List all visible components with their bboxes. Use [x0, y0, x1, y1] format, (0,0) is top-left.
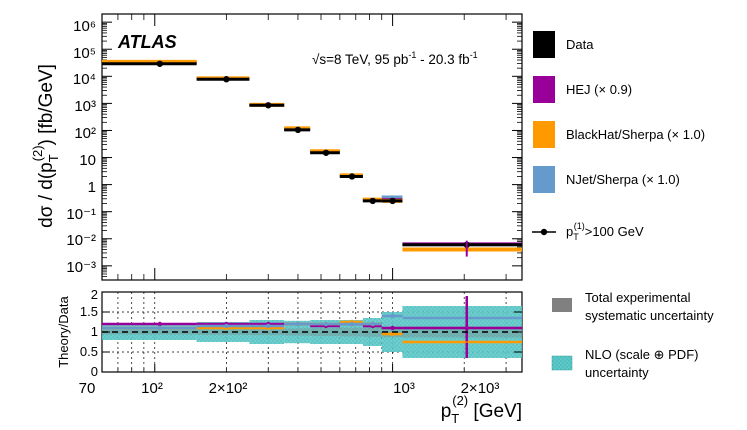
ratio-point-hej — [390, 325, 395, 331]
top-panel-marks — [102, 59, 522, 257]
data-point — [369, 197, 376, 205]
ratio-point-njet-sherpa — [323, 321, 329, 327]
data-point — [294, 126, 302, 134]
data-point — [322, 149, 330, 156]
atlas-label: ATLAS — [117, 32, 177, 52]
ratio-y-axis-title: Theory/Data — [56, 295, 71, 367]
x-tick-labels: 70 10² 2×10² 10³ 2×10³ — [79, 380, 500, 397]
x-tick-label: 70 — [79, 380, 96, 397]
y-tick-label: 10 — [79, 152, 96, 169]
legend: Data HEJ (× 0.9) BlackHat/Sherpa (× 1.0)… — [532, 31, 714, 380]
legend-swatch-systematic — [552, 298, 572, 312]
legend-swatch-nlo — [551, 355, 573, 371]
ratio-panel-marks — [102, 296, 522, 358]
legend-swatch-data — [533, 31, 555, 58]
ratio-point-njet-sherpa — [157, 325, 163, 331]
data-point — [348, 173, 356, 180]
ratio-point-njet-sherpa — [224, 323, 229, 329]
ratio-point-njet-sherpa — [390, 313, 395, 319]
top-y-axis-title: dσ / d(pT(2)) [fb/GeV] — [30, 64, 61, 228]
legend-swatch-njet — [533, 166, 555, 193]
ratio-point-hej — [157, 321, 163, 327]
ratio-y-tick-label: 1.5 — [80, 304, 98, 319]
y-tick-label: 10⁻² — [66, 232, 96, 249]
top-panel-frame — [101, 13, 523, 281]
ratio-y-tick-label: 0.5 — [80, 344, 98, 359]
top-y-tick-labels: 10⁻³ 10⁻² 10⁻¹ 1 10 10² 10³ 10⁴ 10⁵ 10⁶ — [66, 18, 96, 276]
legend-label-data: Data — [566, 37, 594, 52]
y-tick-label: 10⁵ — [73, 45, 96, 62]
ratio-point-blackhat-sherpa — [390, 331, 395, 337]
legend-label-nlo-2: uncertainty — [585, 365, 649, 380]
legend-label-systematic-1: Total experimental — [585, 290, 691, 305]
ratio-point-njet-sherpa — [349, 321, 355, 327]
y-tick-label: 10⁴ — [73, 71, 96, 88]
y-tick-label: 10⁻³ — [66, 259, 96, 276]
legend-swatch-hej — [533, 76, 555, 103]
ratio-y-tick-label: 1 — [91, 324, 98, 339]
ratio-point-njet-sherpa — [266, 323, 271, 329]
nlo-uncertainty-band — [339, 320, 363, 344]
energy-annotation: √s=8 TeV, 95 pb-1 - 20.3 fb-1 — [312, 50, 478, 67]
legend-label-nlo-1: NLO (scale ⊕ PDF) — [585, 347, 698, 362]
ratio-y-tick-label: 0 — [91, 364, 98, 379]
x-axis-title: pT(2) [GeV] — [441, 393, 522, 426]
data-point — [223, 76, 230, 83]
x-tick-label: 10³ — [393, 380, 415, 397]
x-tick-label: 10² — [141, 380, 163, 397]
y-tick-label: 10³ — [74, 98, 96, 115]
legend-label-hej: HEJ (× 0.9) — [566, 82, 632, 97]
x-tick-label: 2×10³ — [461, 380, 500, 397]
ratio-axis-ticks — [101, 291, 522, 373]
ratio-y-tick-labels: 0 0.5 1 1.5 2 — [80, 287, 98, 379]
data-point — [265, 102, 272, 109]
y-tick-label: 1 — [88, 179, 96, 196]
ratio-point-njet-sherpa — [370, 321, 375, 327]
x-tick-label: 2×10² — [209, 380, 248, 397]
y-tick-label: 10⁶ — [73, 18, 96, 35]
ratio-point-njet-sherpa — [295, 321, 301, 327]
ratio-y-tick-label: 2 — [91, 287, 98, 302]
legend-marker-dot — [540, 228, 548, 236]
y-tick-label: 10² — [74, 125, 96, 142]
data-point — [389, 197, 396, 205]
legend-label-blackhat: BlackHat/Sherpa (× 1.0) — [566, 127, 705, 142]
systematic-uncertainty-band — [102, 329, 197, 335]
legend-label-marker: pT(1)>100 GeV — [566, 221, 644, 242]
y-tick-label: 10⁻¹ — [66, 206, 96, 223]
legend-label-systematic-2: systematic uncertainty — [585, 308, 714, 323]
legend-label-njet: NJet/Sherpa (× 1.0) — [566, 172, 680, 187]
systematic-uncertainty-band — [339, 327, 363, 337]
data-point — [156, 60, 164, 67]
legend-swatch-blackhat — [533, 121, 555, 148]
